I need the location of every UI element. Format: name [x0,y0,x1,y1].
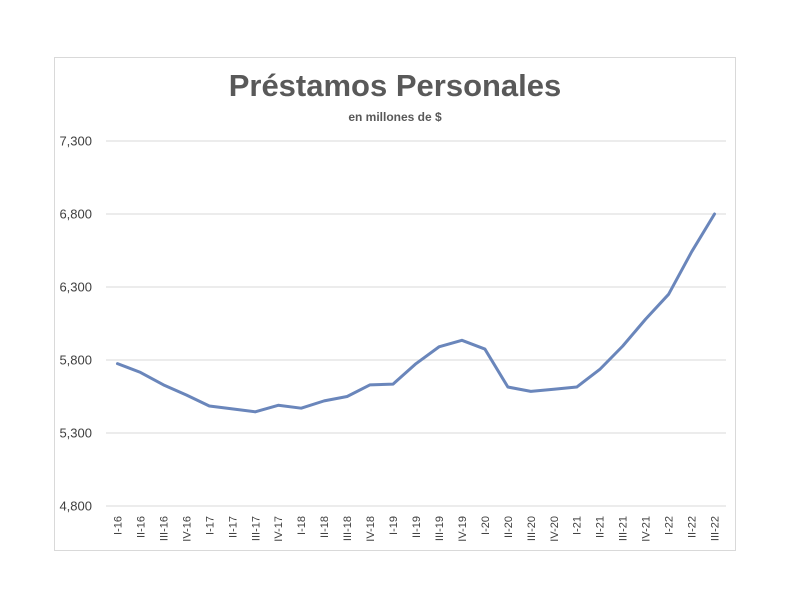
y-tick-label: 7,300 [59,134,92,149]
x-tick-label: II-21 [595,516,607,538]
x-tick-label: IV-16 [181,516,193,542]
gridlines [106,140,726,507]
x-tick-label: IV-20 [549,516,561,542]
x-tick-label: III-22 [710,516,722,541]
x-tick-label: III-20 [526,516,538,541]
x-tick-label: III-18 [342,516,354,541]
chart-area [54,57,736,551]
x-tick-label: II-16 [135,516,147,538]
x-tick-label: II-20 [503,516,515,538]
y-axis-ticks: 4,800 5,300 5,800 6,300 6,800 7,300 [59,134,92,514]
x-tick-label: II-18 [319,516,331,538]
x-tick-label: I-18 [296,516,308,535]
x-tick-label: I-19 [388,516,400,535]
series-line [115,212,717,414]
x-tick-label: III-21 [618,516,630,541]
y-tick-label: 5,300 [59,426,92,441]
y-tick-label: 6,300 [59,280,92,295]
x-tick-label: II-22 [687,516,699,538]
chart-subtitle: en millones de $ [348,110,442,124]
x-tick-label: III-16 [158,516,170,541]
x-axis-ticks: I-16 II-16 III-16 IV-16 I-17 II-17 III-17 IV-17… [112,516,721,542]
x-tick-label: I-21 [572,516,584,535]
x-tick-label: I-17 [204,516,216,535]
x-tick-label: IV-21 [641,516,653,542]
y-tick-label: 6,800 [59,207,92,222]
y-tick-label: 4,800 [59,499,92,514]
x-tick-label: I-22 [664,516,676,535]
x-tick-label: IV-19 [457,516,469,542]
chart-title: Préstamos Personales [228,68,562,103]
x-tick-label: I-16 [112,516,124,535]
x-tick-label: IV-17 [273,516,285,542]
x-tick-label: I-20 [480,516,492,535]
x-tick-label: II-19 [411,516,423,538]
x-tick-label: III-17 [250,516,262,541]
x-tick-label: II-17 [227,516,239,538]
x-tick-label: IV-18 [365,516,377,542]
series-group [115,212,717,414]
x-tick-label: III-19 [434,516,446,541]
y-tick-label: 5,800 [59,353,92,368]
